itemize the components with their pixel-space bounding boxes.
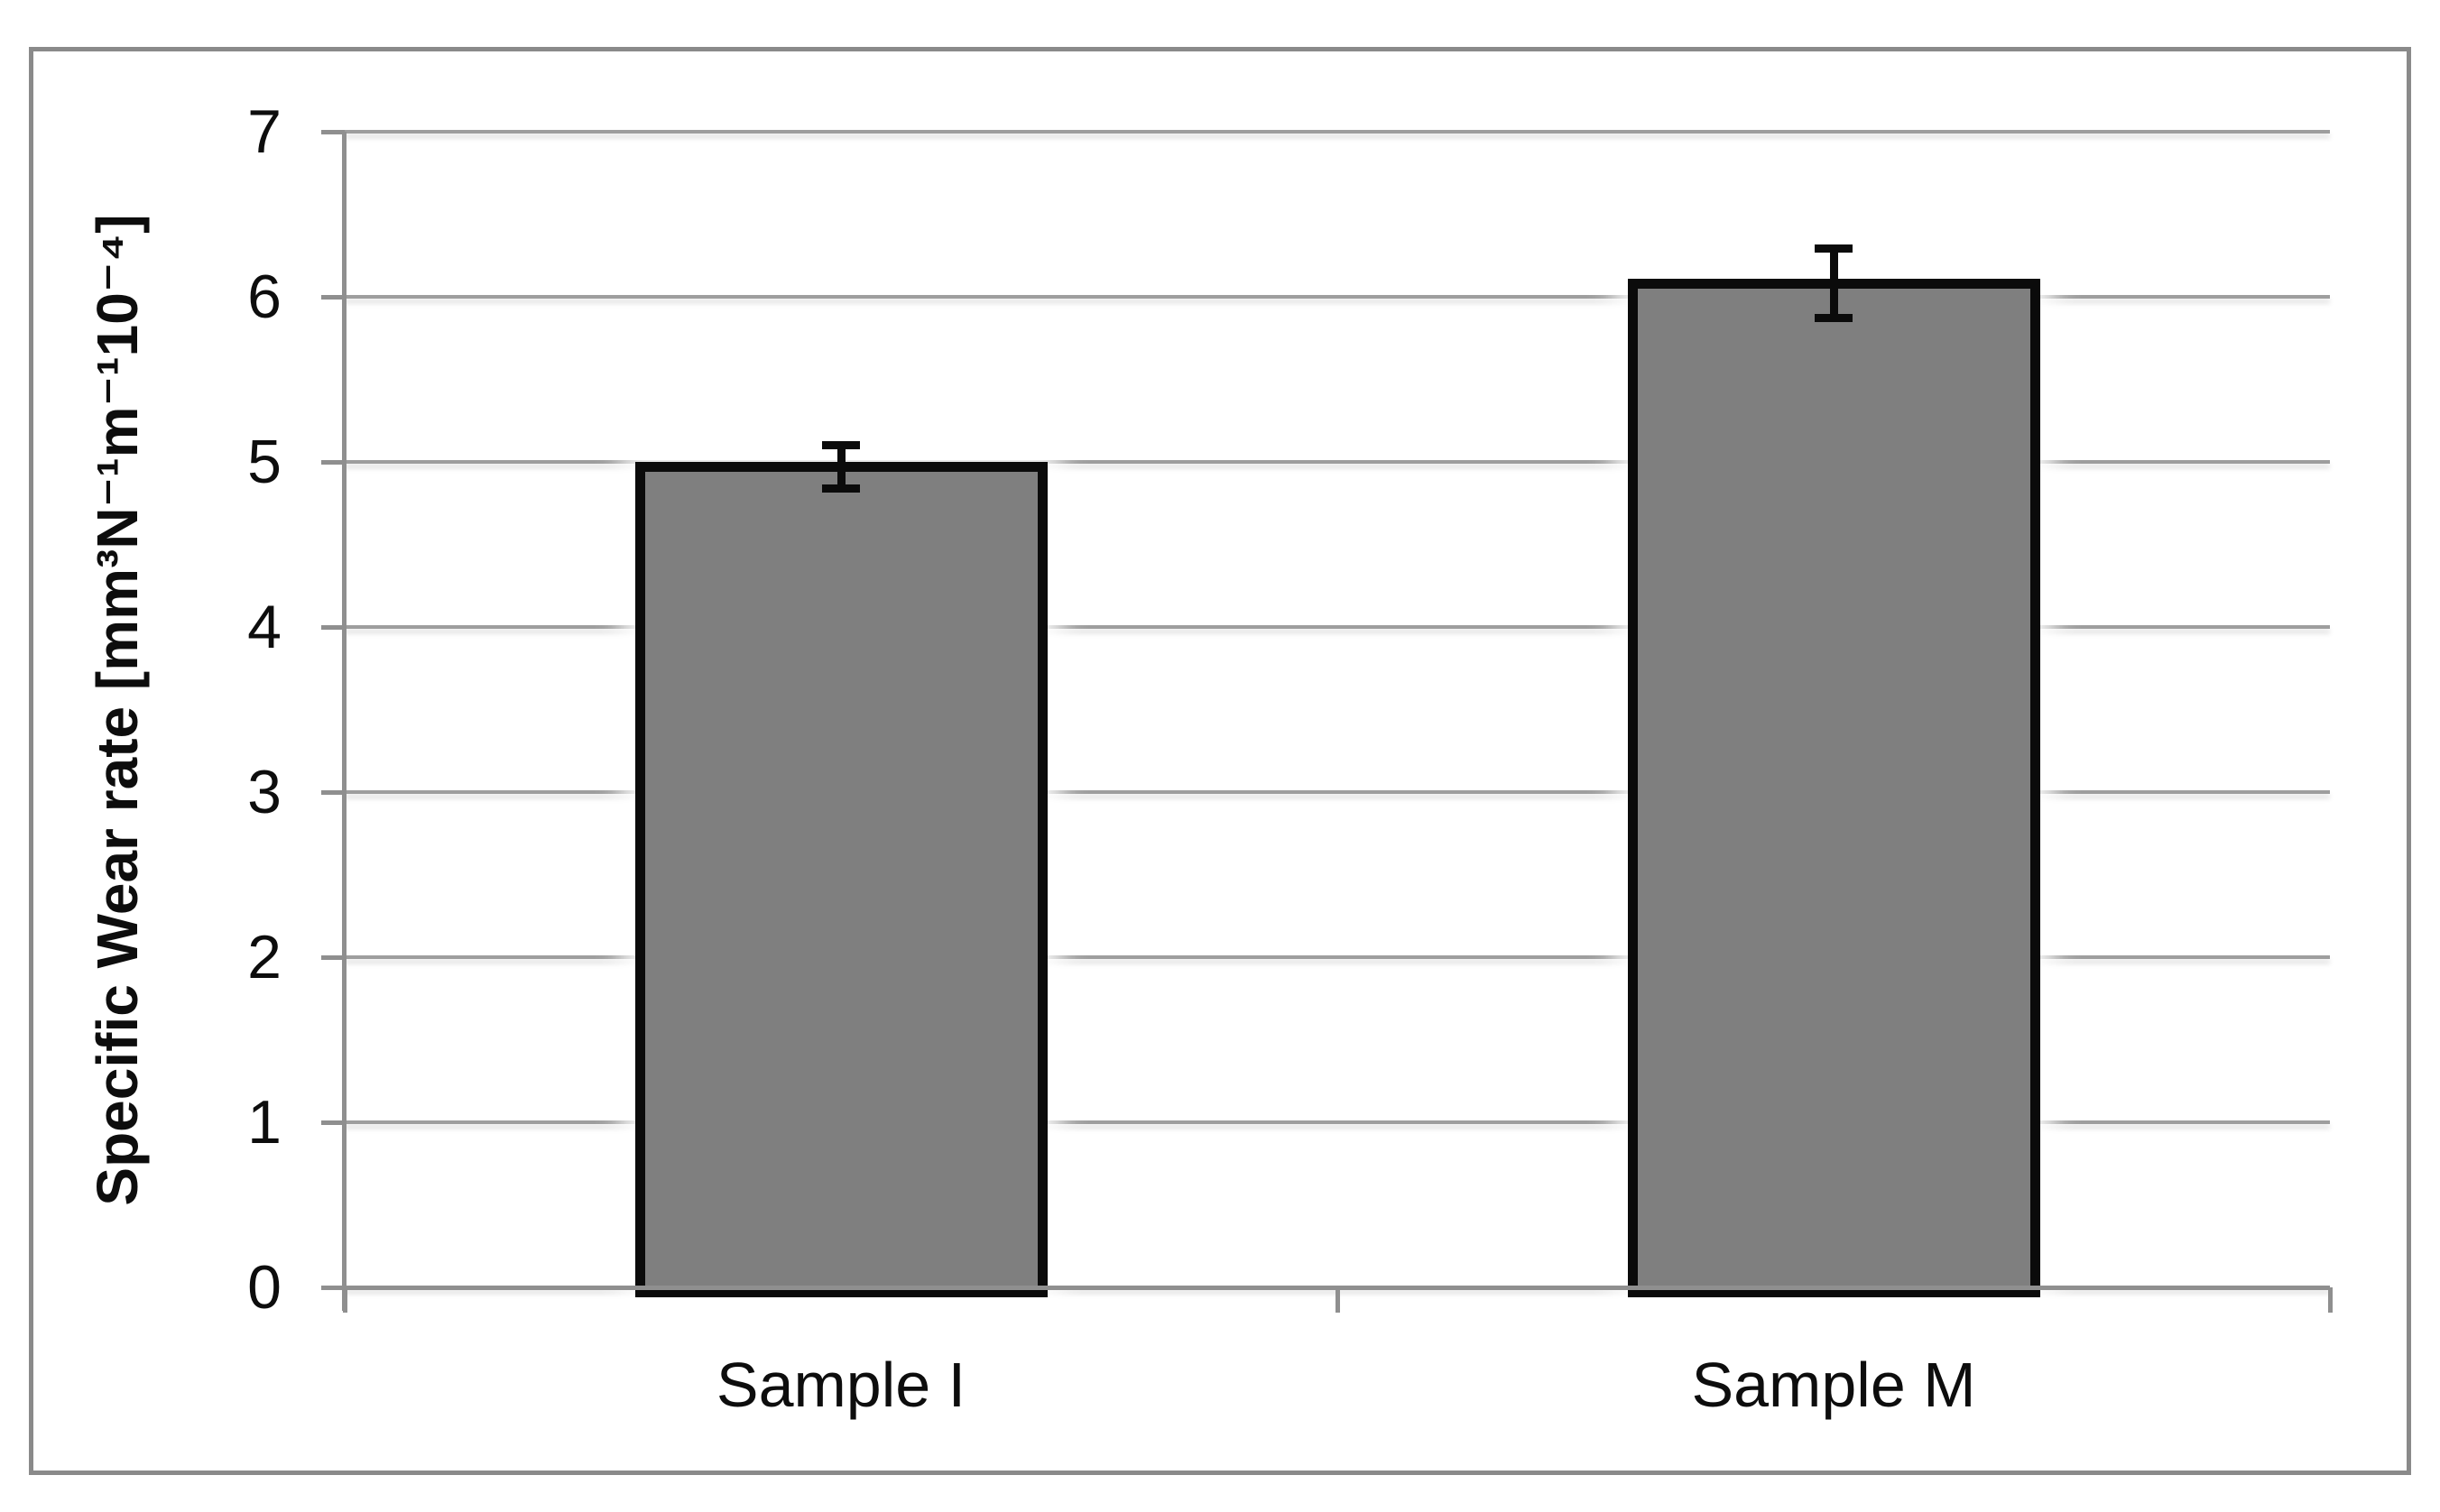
- error-bar-line: [1829, 248, 1838, 318]
- y-axis-line: [342, 132, 347, 1311]
- gridline: [345, 130, 2330, 134]
- bar-sample-m: [1627, 279, 2040, 1297]
- gridline: [345, 1120, 2330, 1124]
- y-tick-label: 7: [247, 97, 282, 166]
- y-tick-label: 3: [247, 758, 282, 826]
- y-tick-mark: [321, 294, 345, 300]
- gridline: [345, 295, 2330, 299]
- x-tick-mark: [342, 1287, 347, 1313]
- y-tick-label: 5: [247, 428, 282, 496]
- y-tick-label: 6: [247, 263, 282, 331]
- gridline: [345, 955, 2330, 959]
- gridline: [345, 790, 2330, 794]
- y-tick-mark: [321, 789, 345, 795]
- y-tick-label: 1: [247, 1088, 282, 1157]
- error-bar-cap: [1815, 314, 1853, 323]
- y-tick-label: 4: [247, 593, 282, 661]
- y-tick-label: 2: [247, 923, 282, 991]
- x-tick-mark: [2327, 1287, 2333, 1313]
- y-tick-mark: [321, 1285, 345, 1290]
- y-tick-mark: [321, 624, 345, 630]
- error-bar-cap: [1815, 244, 1853, 254]
- y-tick-mark: [321, 1120, 345, 1125]
- error-bar-line: [836, 445, 846, 489]
- gridline: [345, 460, 2330, 464]
- x-category-label: Sample M: [1691, 1350, 1976, 1420]
- y-axis-title: Specific Wear rate [mm³N⁻¹m⁻¹10⁻⁴]: [85, 213, 150, 1206]
- y-tick-mark: [321, 459, 345, 465]
- x-tick-mark: [1335, 1287, 1340, 1313]
- error-bar-cap: [822, 484, 860, 493]
- y-tick-mark: [321, 954, 345, 960]
- gridline: [345, 625, 2330, 629]
- bar-sample-i: [634, 462, 1048, 1297]
- y-tick-label: 0: [247, 1253, 282, 1322]
- chart-frame: [29, 47, 2411, 1475]
- y-tick-mark: [321, 129, 345, 134]
- error-bar-cap: [822, 441, 860, 450]
- x-category-label: Sample I: [716, 1350, 966, 1420]
